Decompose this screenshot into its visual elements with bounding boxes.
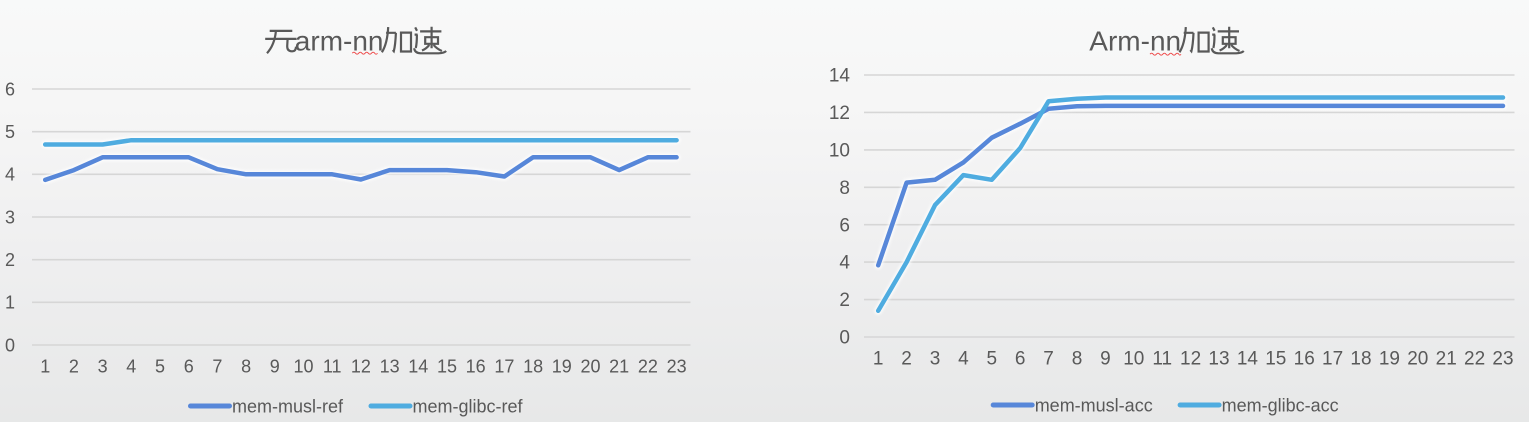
svg-text:5: 5 <box>5 122 15 142</box>
svg-text:16: 16 <box>1294 349 1315 370</box>
svg-text:23: 23 <box>667 356 687 376</box>
svg-text:1: 1 <box>40 356 50 376</box>
svg-text:13: 13 <box>380 356 400 376</box>
svg-text:17: 17 <box>494 356 514 376</box>
svg-text:10: 10 <box>1123 349 1144 370</box>
svg-text:15: 15 <box>1265 349 1286 370</box>
svg-text:4: 4 <box>958 349 969 370</box>
svg-text:12: 12 <box>351 356 371 376</box>
svg-text:8: 8 <box>1072 349 1083 370</box>
svg-text:mem-musl-ref: mem-musl-ref <box>232 396 344 416</box>
svg-text:3: 3 <box>930 349 941 370</box>
svg-text:2: 2 <box>5 250 15 270</box>
svg-text:8: 8 <box>241 356 251 376</box>
svg-text:7: 7 <box>1043 349 1054 370</box>
svg-text:14: 14 <box>829 66 851 87</box>
svg-text:2: 2 <box>901 349 912 370</box>
svg-text:11: 11 <box>1152 349 1172 370</box>
svg-text:2: 2 <box>839 290 850 311</box>
svg-text:19: 19 <box>1379 349 1400 370</box>
svg-text:11: 11 <box>323 356 342 376</box>
svg-text:4: 4 <box>5 165 15 185</box>
svg-text:12: 12 <box>1180 349 1201 370</box>
svg-text:19: 19 <box>552 356 572 376</box>
svg-text:arm-nn: arm-nn <box>295 25 384 56</box>
svg-text:6: 6 <box>5 79 15 99</box>
svg-text:1: 1 <box>5 293 15 313</box>
svg-text:4: 4 <box>839 253 850 274</box>
svg-text:18: 18 <box>523 356 543 376</box>
svg-text:20: 20 <box>1407 349 1428 370</box>
svg-text:5: 5 <box>155 356 165 376</box>
svg-text:mem-glibc-acc: mem-glibc-acc <box>1222 395 1339 415</box>
svg-text:21: 21 <box>609 356 629 376</box>
svg-text:6: 6 <box>1015 349 1026 370</box>
svg-text:9: 9 <box>1100 349 1111 370</box>
svg-text:8: 8 <box>839 178 850 199</box>
svg-text:23: 23 <box>1492 349 1513 370</box>
svg-text:6: 6 <box>184 356 194 376</box>
svg-text:17: 17 <box>1322 349 1343 370</box>
svg-text:2: 2 <box>69 356 79 376</box>
svg-text:3: 3 <box>98 356 108 376</box>
svg-text:14: 14 <box>1237 349 1259 370</box>
svg-text:20: 20 <box>580 356 600 376</box>
svg-text:12: 12 <box>829 103 850 124</box>
svg-text:mem-musl-acc: mem-musl-acc <box>1035 395 1153 415</box>
svg-text:0: 0 <box>5 335 15 355</box>
svg-text:3: 3 <box>5 207 15 227</box>
svg-text:6: 6 <box>839 215 850 236</box>
svg-text:15: 15 <box>437 356 457 376</box>
svg-text:21: 21 <box>1436 349 1457 370</box>
svg-text:10: 10 <box>829 141 850 162</box>
svg-text:18: 18 <box>1350 349 1371 370</box>
svg-text:9: 9 <box>270 356 280 376</box>
svg-text:13: 13 <box>1208 349 1229 370</box>
svg-text:16: 16 <box>466 356 486 376</box>
svg-text:10: 10 <box>293 356 313 376</box>
svg-text:7: 7 <box>212 356 222 376</box>
svg-text:5: 5 <box>987 349 998 370</box>
svg-text:mem-glibc-ref: mem-glibc-ref <box>413 396 524 416</box>
svg-text:0: 0 <box>839 328 850 349</box>
svg-text:Arm-nn: Arm-nn <box>1089 25 1181 56</box>
svg-text:22: 22 <box>638 356 658 376</box>
svg-text:22: 22 <box>1464 349 1485 370</box>
svg-text:4: 4 <box>126 356 136 376</box>
svg-text:14: 14 <box>408 356 428 376</box>
svg-text:1: 1 <box>873 349 884 370</box>
